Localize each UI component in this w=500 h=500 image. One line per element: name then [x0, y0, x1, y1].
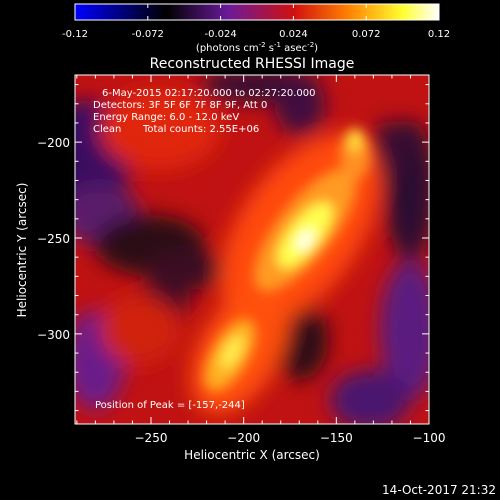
annotation-time-range: 6-May-2015 02:17:20.000 to 02:27:20.000 [102, 88, 315, 99]
annotation-detectors: Detectors: 3F 5F 6F 7F 8F 9F, Att 0 [93, 100, 267, 111]
heatmap-image [75, 75, 429, 424]
y-axis-label: Heliocentric Y (arcsec) [15, 183, 29, 318]
colorbar-tick-label: 0.024 [279, 29, 308, 40]
annotations: 6-May-2015 02:17:20.000 to 02:27:20.000 … [93, 88, 315, 411]
y-axis: −200 −250 −300 [37, 84, 429, 412]
colorbar-tick-label: -0.024 [204, 29, 236, 40]
chart-title: Reconstructed RHESSI Image [150, 56, 355, 72]
y-tick-label: −250 [37, 232, 70, 246]
x-tick-label: −250 [135, 431, 168, 445]
footer-timestamp: 14-Oct-2017 21:32 [382, 483, 496, 497]
x-tick-label: −200 [227, 431, 260, 445]
y-tick-label: −200 [37, 136, 70, 150]
x-axis: −250 −200 −150 −100 [76, 75, 446, 445]
colorbar-tick-label: -0.12 [62, 29, 88, 40]
annotation-energy: Energy Range: 6.0 - 12.0 keV [93, 112, 239, 123]
colorbar-gradient [74, 3, 440, 21]
y-tick-label: −300 [37, 328, 70, 342]
plot-frame [74, 74, 430, 425]
colorbar-ticks: -0.12 -0.072 -0.024 0.024 0.072 0.12 [62, 4, 450, 40]
x-axis-label: Heliocentric X (arcsec) [184, 448, 320, 462]
colorbar-tick-label: 0.072 [352, 29, 381, 40]
x-tick-label: −150 [320, 431, 353, 445]
colorbar-tick-label: 0.12 [428, 29, 450, 40]
colorbar-tick-label: -0.072 [132, 29, 164, 40]
annotation-total-counts: Total counts: 2.55E+06 [142, 124, 259, 135]
x-tick-label: −100 [413, 431, 446, 445]
colorbar: -0.12 -0.072 -0.024 0.024 0.072 0.12 (photons… [62, 3, 450, 54]
annotation-method: Clean [93, 124, 121, 135]
colorbar-unit-label: (photons cm-2 s-1 asec-2) [196, 41, 318, 54]
annotation-peak-label: Position of Peak = [-157,-244] [95, 400, 245, 411]
